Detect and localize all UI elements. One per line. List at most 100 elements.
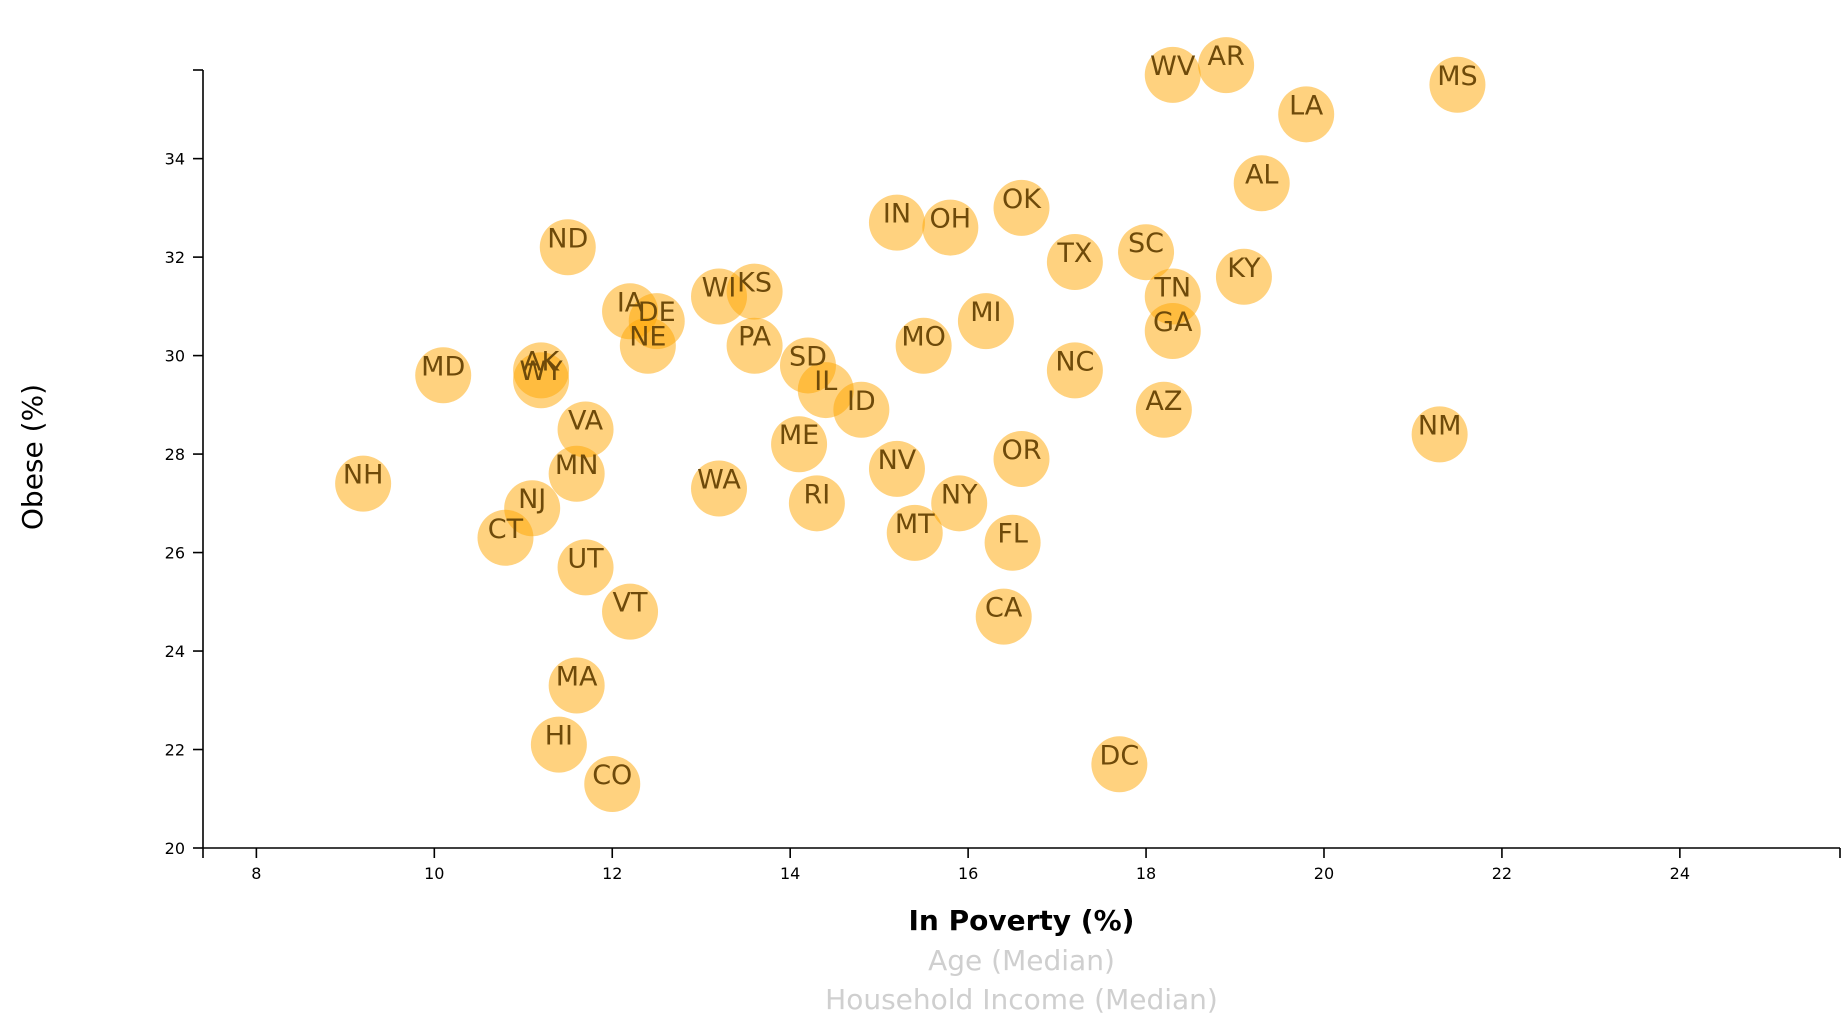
state-label: IL (814, 366, 837, 397)
state-label: TN (1153, 273, 1191, 304)
state-point[interactable] (1091, 736, 1148, 793)
state-point[interactable] (691, 460, 748, 517)
state-label: ME (779, 420, 819, 451)
state-label: NJ (518, 484, 546, 515)
state-point[interactable] (771, 416, 828, 473)
x-axis-title-income[interactable]: Household Income (Median) (825, 983, 1218, 1016)
y-tick-label: 20 (165, 839, 185, 858)
state-point[interactable] (931, 475, 988, 532)
y-tick-label: 32 (165, 248, 185, 267)
x-tick-label: 16 (958, 864, 978, 883)
state-point[interactable] (868, 194, 925, 251)
state-point[interactable] (539, 219, 596, 276)
x-ticks: 8 10 12 14 16 18 20 22 24 (202, 848, 1841, 883)
state-label: MI (970, 297, 1001, 328)
state-point[interactable] (513, 352, 570, 409)
state-label: WI (702, 273, 737, 304)
x-axis-title-age[interactable]: Age (Median) (928, 944, 1115, 977)
state-point[interactable] (335, 455, 392, 512)
x-tick-label: 20 (1314, 864, 1334, 883)
state-label: CT (488, 514, 524, 545)
state-point[interactable] (833, 381, 890, 438)
state-point[interactable] (922, 199, 979, 256)
state-point[interactable] (1118, 224, 1175, 281)
y-tick-label: 28 (165, 445, 185, 464)
state-point[interactable] (1429, 56, 1486, 113)
state-point[interactable] (895, 317, 952, 374)
x-tick-label: 12 (602, 864, 622, 883)
y-axis-title-obese[interactable]: Obese (%) (16, 384, 49, 530)
state-point[interactable] (619, 317, 676, 374)
state-point[interactable] (1046, 234, 1103, 291)
state-point[interactable] (1144, 46, 1201, 103)
state-point[interactable] (975, 588, 1032, 645)
y-tick-label: 26 (165, 544, 185, 563)
state-point[interactable] (726, 317, 783, 374)
state-point[interactable] (584, 755, 641, 812)
state-label: MO (901, 322, 946, 353)
state-point[interactable] (1411, 406, 1468, 463)
y-tick-label: 24 (165, 642, 185, 661)
state-label: MA (556, 662, 598, 693)
state-point[interactable] (1135, 381, 1192, 438)
state-label: AR (1208, 41, 1245, 72)
state-label: AK (523, 346, 560, 377)
state-point[interactable] (868, 440, 925, 497)
state-point[interactable] (1198, 37, 1255, 94)
state-point[interactable] (415, 347, 472, 404)
state-point[interactable] (557, 401, 614, 458)
state-label: OK (1002, 184, 1042, 215)
state-label: KY (1227, 253, 1261, 284)
state-point[interactable] (886, 504, 943, 561)
state-label: DC (1100, 740, 1140, 771)
state-point[interactable] (993, 179, 1050, 236)
state-point[interactable] (530, 716, 587, 773)
state-label: OH (930, 204, 972, 235)
state-point[interactable] (957, 293, 1014, 350)
state-point[interactable] (984, 514, 1041, 571)
state-label: DE (638, 297, 676, 328)
state-label: WY (519, 356, 563, 387)
state-label: OR (1001, 435, 1041, 466)
x-axis-title-poverty[interactable]: In Poverty (%) (909, 904, 1135, 937)
state-label: SD (789, 341, 827, 372)
state-label: MD (421, 351, 465, 382)
state-point[interactable] (1144, 302, 1201, 359)
state-label: ND (547, 223, 588, 254)
state-point[interactable] (1046, 342, 1103, 399)
state-point[interactable] (548, 657, 605, 714)
state-point[interactable] (557, 539, 614, 596)
state-point[interactable] (548, 445, 605, 502)
state-label: ID (847, 386, 876, 417)
state-label: GA (1153, 307, 1193, 338)
state-point[interactable] (1233, 155, 1290, 212)
axis-titles: In Poverty (%) Age (Median) Household In… (16, 384, 1218, 1016)
state-label: SC (1128, 228, 1164, 259)
x-tick-label: 14 (780, 864, 800, 883)
state-label: IA (617, 287, 644, 318)
state-point[interactable] (726, 263, 783, 320)
state-label: IN (883, 199, 911, 230)
state-point[interactable] (1215, 248, 1272, 305)
state-label: FL (997, 519, 1028, 550)
state-point[interactable] (602, 583, 659, 640)
x-tick-label: 24 (1670, 864, 1690, 883)
state-point[interactable] (1278, 86, 1335, 143)
state-point[interactable] (993, 431, 1050, 487)
state-label: NY (941, 479, 978, 510)
state-label: AL (1245, 159, 1279, 190)
state-label: NE (629, 322, 666, 353)
state-point[interactable] (477, 509, 534, 566)
state-label: RI (804, 479, 831, 510)
state-label: NC (1055, 346, 1094, 377)
state-label: NV (878, 445, 917, 476)
state-label: CO (592, 760, 632, 791)
state-label: WA (697, 465, 741, 496)
state-label: KS (737, 268, 772, 299)
axes-group: 8 10 12 14 16 18 20 22 24 20 22 24 26 28 30 32 34 (165, 69, 1841, 883)
state-label: PA (738, 322, 772, 353)
state-label: MS (1437, 61, 1477, 92)
state-point[interactable] (788, 475, 845, 532)
x-tick-label: 10 (424, 864, 444, 883)
